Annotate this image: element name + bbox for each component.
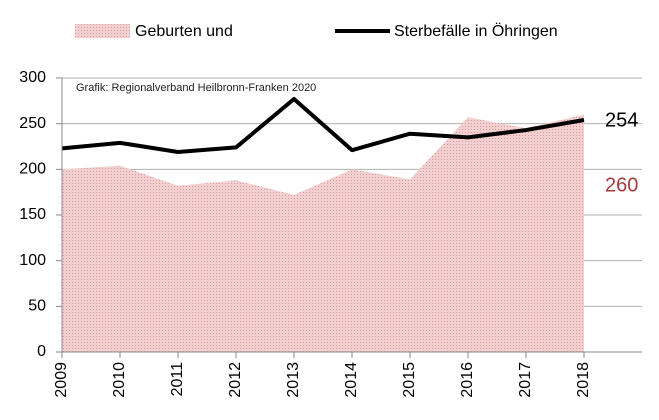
y-tick-label: 250 <box>19 115 46 132</box>
x-tick-label: 2016 <box>459 362 476 398</box>
y-tick-label: 0 <box>37 343 46 360</box>
x-tick-label: 2009 <box>53 362 70 398</box>
x-tick-label: 2010 <box>111 362 128 398</box>
x-tick-label: 2011 <box>169 362 186 397</box>
legend-label: Sterbefälle in Öhringen <box>394 22 558 40</box>
annotation: Grafik: Regionalverband Heilbronn-Franke… <box>76 82 316 94</box>
legend-label: Geburten und <box>135 23 233 40</box>
x-tick-label: 2012 <box>227 362 244 398</box>
area <box>62 114 584 353</box>
x-tick-label: 2018 <box>575 362 592 398</box>
y-tick-label: 100 <box>19 252 46 269</box>
line <box>61 97 585 154</box>
x-tick-label: 2014 <box>343 362 360 398</box>
y-tick-label: 200 <box>19 161 46 178</box>
x-tick-label: 2017 <box>517 362 534 398</box>
value-label: 254 <box>605 109 638 131</box>
legend-swatch <box>75 24 130 38</box>
y-tick-label: 50 <box>28 298 46 315</box>
x-tick-label: 2015 <box>401 362 418 398</box>
y-tick-label: 150 <box>19 206 46 223</box>
y-tick-label: 300 <box>19 69 46 86</box>
x-tick-label: 2013 <box>285 362 302 398</box>
value-label: 260 <box>605 174 638 196</box>
